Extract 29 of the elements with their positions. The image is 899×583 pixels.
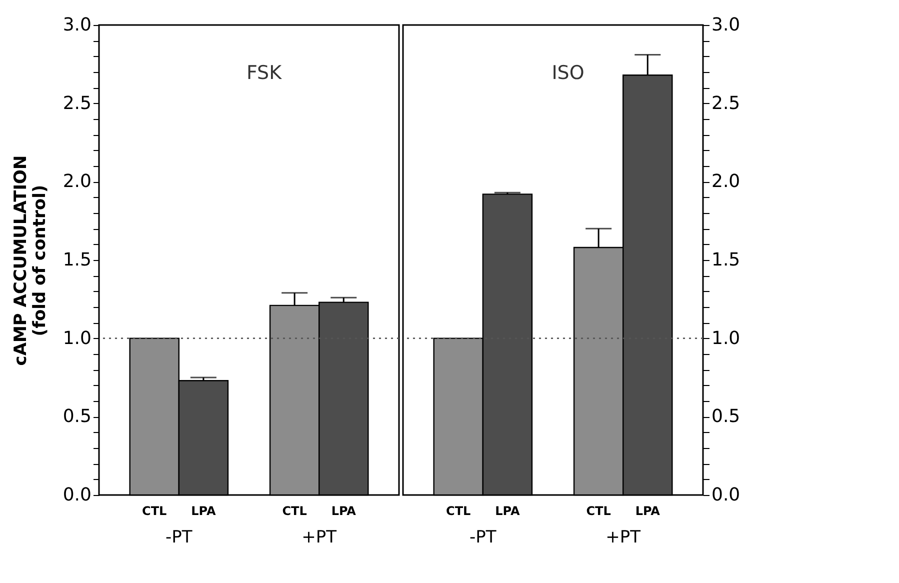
y-tick-label: 2.0: [62, 171, 92, 192]
y2-tick-label: 1.0: [712, 328, 740, 349]
y-axis-title: cAMP ACCUMULATION (fold of control): [10, 155, 50, 366]
text: CTL: [586, 504, 611, 518]
series-label: LPA: [495, 504, 520, 518]
series-label: CTL: [142, 504, 168, 518]
y-tick-label: 1.0: [62, 328, 92, 349]
text: CTL: [282, 504, 307, 518]
text: LPA: [331, 504, 356, 518]
y2-tick-label: 0.5: [712, 406, 740, 428]
y-tick-label: 0.0: [62, 484, 92, 506]
x-tick-label: +PT: [606, 528, 642, 548]
y2-tick-label: 2.0: [712, 171, 740, 192]
x-tick-label: -PT: [470, 528, 497, 548]
text: LPA: [635, 504, 660, 518]
y-tick-label: 2.5: [62, 92, 92, 114]
series-label: LPA: [191, 504, 216, 518]
y2-tick-label: 0.0: [712, 484, 740, 506]
y2-tick-label: 1.5: [712, 250, 740, 270]
y-tick-label: 0.5: [62, 406, 92, 428]
series-label: CTL: [446, 504, 472, 518]
y2-tick-label: 3.0: [712, 14, 740, 36]
text: FSK: [246, 62, 282, 84]
y-tick-label: 1.5: [62, 250, 92, 270]
x-tick-label: -PT: [166, 528, 193, 548]
x-tick-label: +PT: [302, 528, 338, 548]
text: ISO: [552, 62, 584, 84]
y2-tick-label: 2.5: [712, 92, 740, 114]
y-tick-label: 3.0: [62, 14, 92, 36]
